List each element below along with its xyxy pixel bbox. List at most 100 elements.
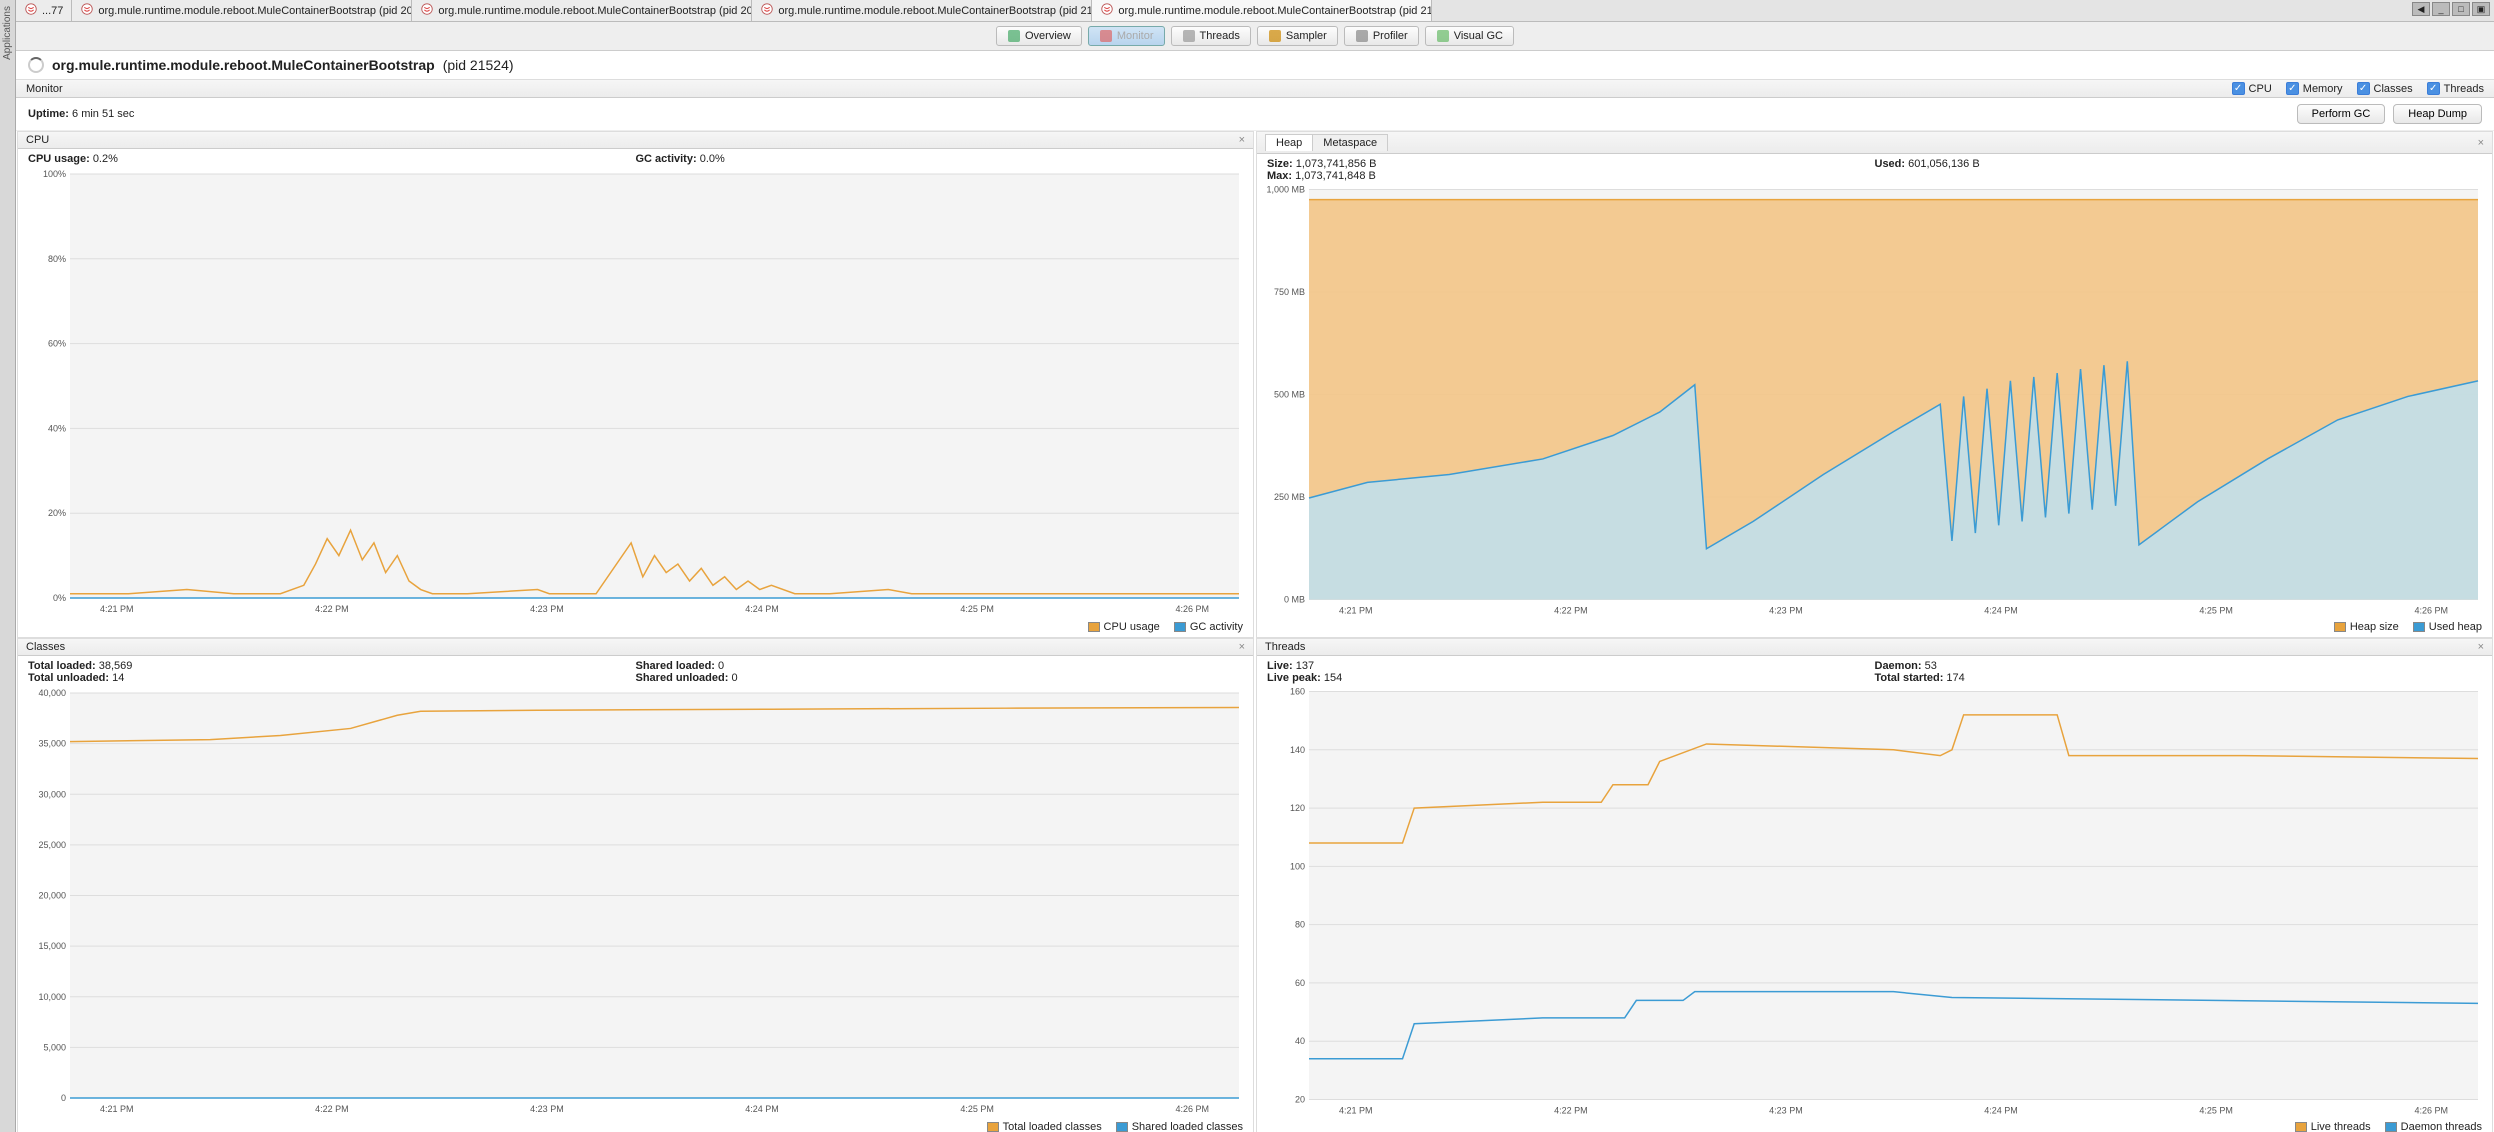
- tab-item[interactable]: org.mule.runtime.module.reboot.MuleConta…: [412, 0, 752, 21]
- window-control-button[interactable]: ◀: [2412, 2, 2430, 16]
- svg-text:4:24 PM: 4:24 PM: [745, 604, 779, 614]
- legend-item: Total loaded classes: [987, 1121, 1102, 1132]
- legend-item: Daemon threads: [2385, 1121, 2482, 1132]
- checkbox-icon: ✓: [2286, 82, 2299, 95]
- classes-chart: 05,00010,00015,00020,00025,00030,00035,0…: [20, 686, 1245, 1119]
- monitor-icon: [1099, 29, 1113, 43]
- svg-text:10,000: 10,000: [38, 992, 66, 1002]
- toolbar-overview-button[interactable]: Overview: [996, 26, 1082, 46]
- svg-text:40,000: 40,000: [38, 688, 66, 698]
- sidebar-label: Applications: [2, 6, 13, 60]
- svg-text:4:21 PM: 4:21 PM: [1339, 1106, 1373, 1116]
- heap-subtab-heap[interactable]: Heap: [1265, 134, 1313, 151]
- java-icon: [80, 2, 94, 19]
- threads-chart: 204060801001201401604:21 PM4:22 PM4:23 P…: [1259, 686, 2484, 1119]
- svg-text:20: 20: [1295, 1095, 1305, 1105]
- tabs-row: ...77 org.mule.runtime.module.reboot.Mule…: [16, 0, 2494, 22]
- svg-text:25,000: 25,000: [38, 840, 66, 850]
- svg-text:1,000 MB: 1,000 MB: [1266, 185, 1305, 195]
- svg-text:4:26 PM: 4:26 PM: [2414, 606, 2448, 616]
- uptime-row: Uptime: 6 min 51 sec Perform GC Heap Dum…: [16, 98, 2494, 131]
- heap-chart: 0 MB250 MB500 MB750 MB1,000 MB4:21 PM4:2…: [1259, 184, 2484, 619]
- perform-gc-button[interactable]: Perform GC: [2297, 104, 2386, 124]
- toolbar-sampler-button[interactable]: Sampler: [1257, 26, 1338, 46]
- svg-text:4:23 PM: 4:23 PM: [530, 604, 564, 614]
- tab-item[interactable]: ...77: [16, 0, 72, 21]
- svg-text:4:25 PM: 4:25 PM: [2199, 606, 2233, 616]
- checkbox-icon: ✓: [2357, 82, 2370, 95]
- threads-panel: Threads× Live: 137 Live peak: 154 Daemon…: [1256, 638, 2493, 1132]
- svg-text:4:25 PM: 4:25 PM: [960, 1104, 994, 1114]
- tab-label: org.mule.runtime.module.reboot.MuleConta…: [98, 5, 412, 17]
- svg-text:750 MB: 750 MB: [1274, 287, 1305, 297]
- threads-icon: [1182, 29, 1196, 43]
- section-label: Monitor: [26, 83, 63, 95]
- window-control-button[interactable]: ▣: [2472, 2, 2490, 16]
- svg-text:35,000: 35,000: [38, 739, 66, 749]
- java-icon: [420, 2, 434, 19]
- monitor-check-memory[interactable]: ✓Memory: [2286, 82, 2343, 95]
- svg-text:4:23 PM: 4:23 PM: [530, 1104, 564, 1114]
- window-control-button[interactable]: □: [2452, 2, 2470, 16]
- svg-text:20,000: 20,000: [38, 891, 66, 901]
- svg-text:4:25 PM: 4:25 PM: [2199, 1106, 2233, 1116]
- heap-panel: HeapMetaspace × Size: 1,073,741,856 B Ma…: [1256, 131, 2493, 638]
- legend-item: Live threads: [2295, 1121, 2371, 1132]
- svg-text:4:21 PM: 4:21 PM: [1339, 606, 1373, 616]
- svg-text:500 MB: 500 MB: [1274, 390, 1305, 400]
- svg-text:0%: 0%: [53, 593, 66, 603]
- svg-text:4:22 PM: 4:22 PM: [315, 604, 349, 614]
- toolbar-visualgc-button[interactable]: Visual GC: [1425, 26, 1514, 46]
- threads-title: Threads: [1265, 641, 1305, 653]
- monitor-check-threads[interactable]: ✓Threads: [2427, 82, 2484, 95]
- tab-item[interactable]: org.mule.runtime.module.reboot.MuleConta…: [752, 0, 1092, 21]
- monitor-check-classes[interactable]: ✓Classes: [2357, 82, 2413, 95]
- svg-text:4:26 PM: 4:26 PM: [1175, 1104, 1209, 1114]
- svg-text:40%: 40%: [48, 423, 66, 433]
- legend-item: GC activity: [1174, 621, 1243, 633]
- svg-text:80%: 80%: [48, 254, 66, 264]
- svg-text:100%: 100%: [43, 169, 66, 179]
- svg-text:5,000: 5,000: [43, 1042, 66, 1052]
- svg-text:40: 40: [1295, 1036, 1305, 1046]
- svg-text:100: 100: [1290, 861, 1305, 871]
- svg-text:0 MB: 0 MB: [1284, 595, 1305, 605]
- overview-icon: [1007, 29, 1021, 43]
- svg-text:4:25 PM: 4:25 PM: [960, 604, 994, 614]
- svg-text:140: 140: [1290, 745, 1305, 755]
- close-icon[interactable]: ×: [2478, 641, 2484, 653]
- checkbox-icon: ✓: [2232, 82, 2245, 95]
- window-control-button[interactable]: _: [2432, 2, 2450, 16]
- legend-item: Heap size: [2334, 621, 2399, 633]
- cpu-title: CPU: [26, 134, 49, 146]
- java-icon: [1100, 2, 1114, 19]
- legend-item: Shared loaded classes: [1116, 1121, 1243, 1132]
- close-icon[interactable]: ×: [2478, 137, 2484, 149]
- toolbar-monitor-button[interactable]: Monitor: [1088, 26, 1165, 46]
- svg-text:4:26 PM: 4:26 PM: [2414, 1106, 2448, 1116]
- loading-spinner-icon: [28, 57, 44, 73]
- heap-subtab-metaspace[interactable]: Metaspace: [1312, 134, 1388, 151]
- svg-text:15,000: 15,000: [38, 941, 66, 951]
- tab-item[interactable]: org.mule.runtime.module.reboot.MuleConta…: [1092, 0, 1432, 21]
- close-icon[interactable]: ×: [1239, 134, 1245, 146]
- java-icon: [24, 2, 38, 19]
- svg-text:4:21 PM: 4:21 PM: [100, 1104, 134, 1114]
- toolbar-profiler-button[interactable]: Profiler: [1344, 26, 1419, 46]
- toolbar-threads-button[interactable]: Threads: [1171, 26, 1251, 46]
- svg-text:30,000: 30,000: [38, 789, 66, 799]
- heap-dump-button[interactable]: Heap Dump: [2393, 104, 2482, 124]
- uptime-label: Uptime: 6 min 51 sec: [28, 108, 134, 120]
- classes-panel: Classes× Total loaded: 38,569 Total unlo…: [17, 638, 1254, 1132]
- svg-text:80: 80: [1295, 920, 1305, 930]
- svg-text:4:24 PM: 4:24 PM: [745, 1104, 779, 1114]
- cpu-chart: 0%20%40%60%80%100%4:21 PM4:22 PM4:23 PM4…: [20, 167, 1245, 619]
- java-icon: [760, 2, 774, 19]
- applications-sidebar[interactable]: Applications: [0, 0, 16, 1132]
- svg-text:4:22 PM: 4:22 PM: [1554, 606, 1588, 616]
- monitor-check-cpu[interactable]: ✓CPU: [2232, 82, 2272, 95]
- sampler-icon: [1268, 29, 1282, 43]
- close-icon[interactable]: ×: [1239, 641, 1245, 653]
- tab-item[interactable]: org.mule.runtime.module.reboot.MuleConta…: [72, 0, 412, 21]
- svg-text:160: 160: [1290, 687, 1305, 697]
